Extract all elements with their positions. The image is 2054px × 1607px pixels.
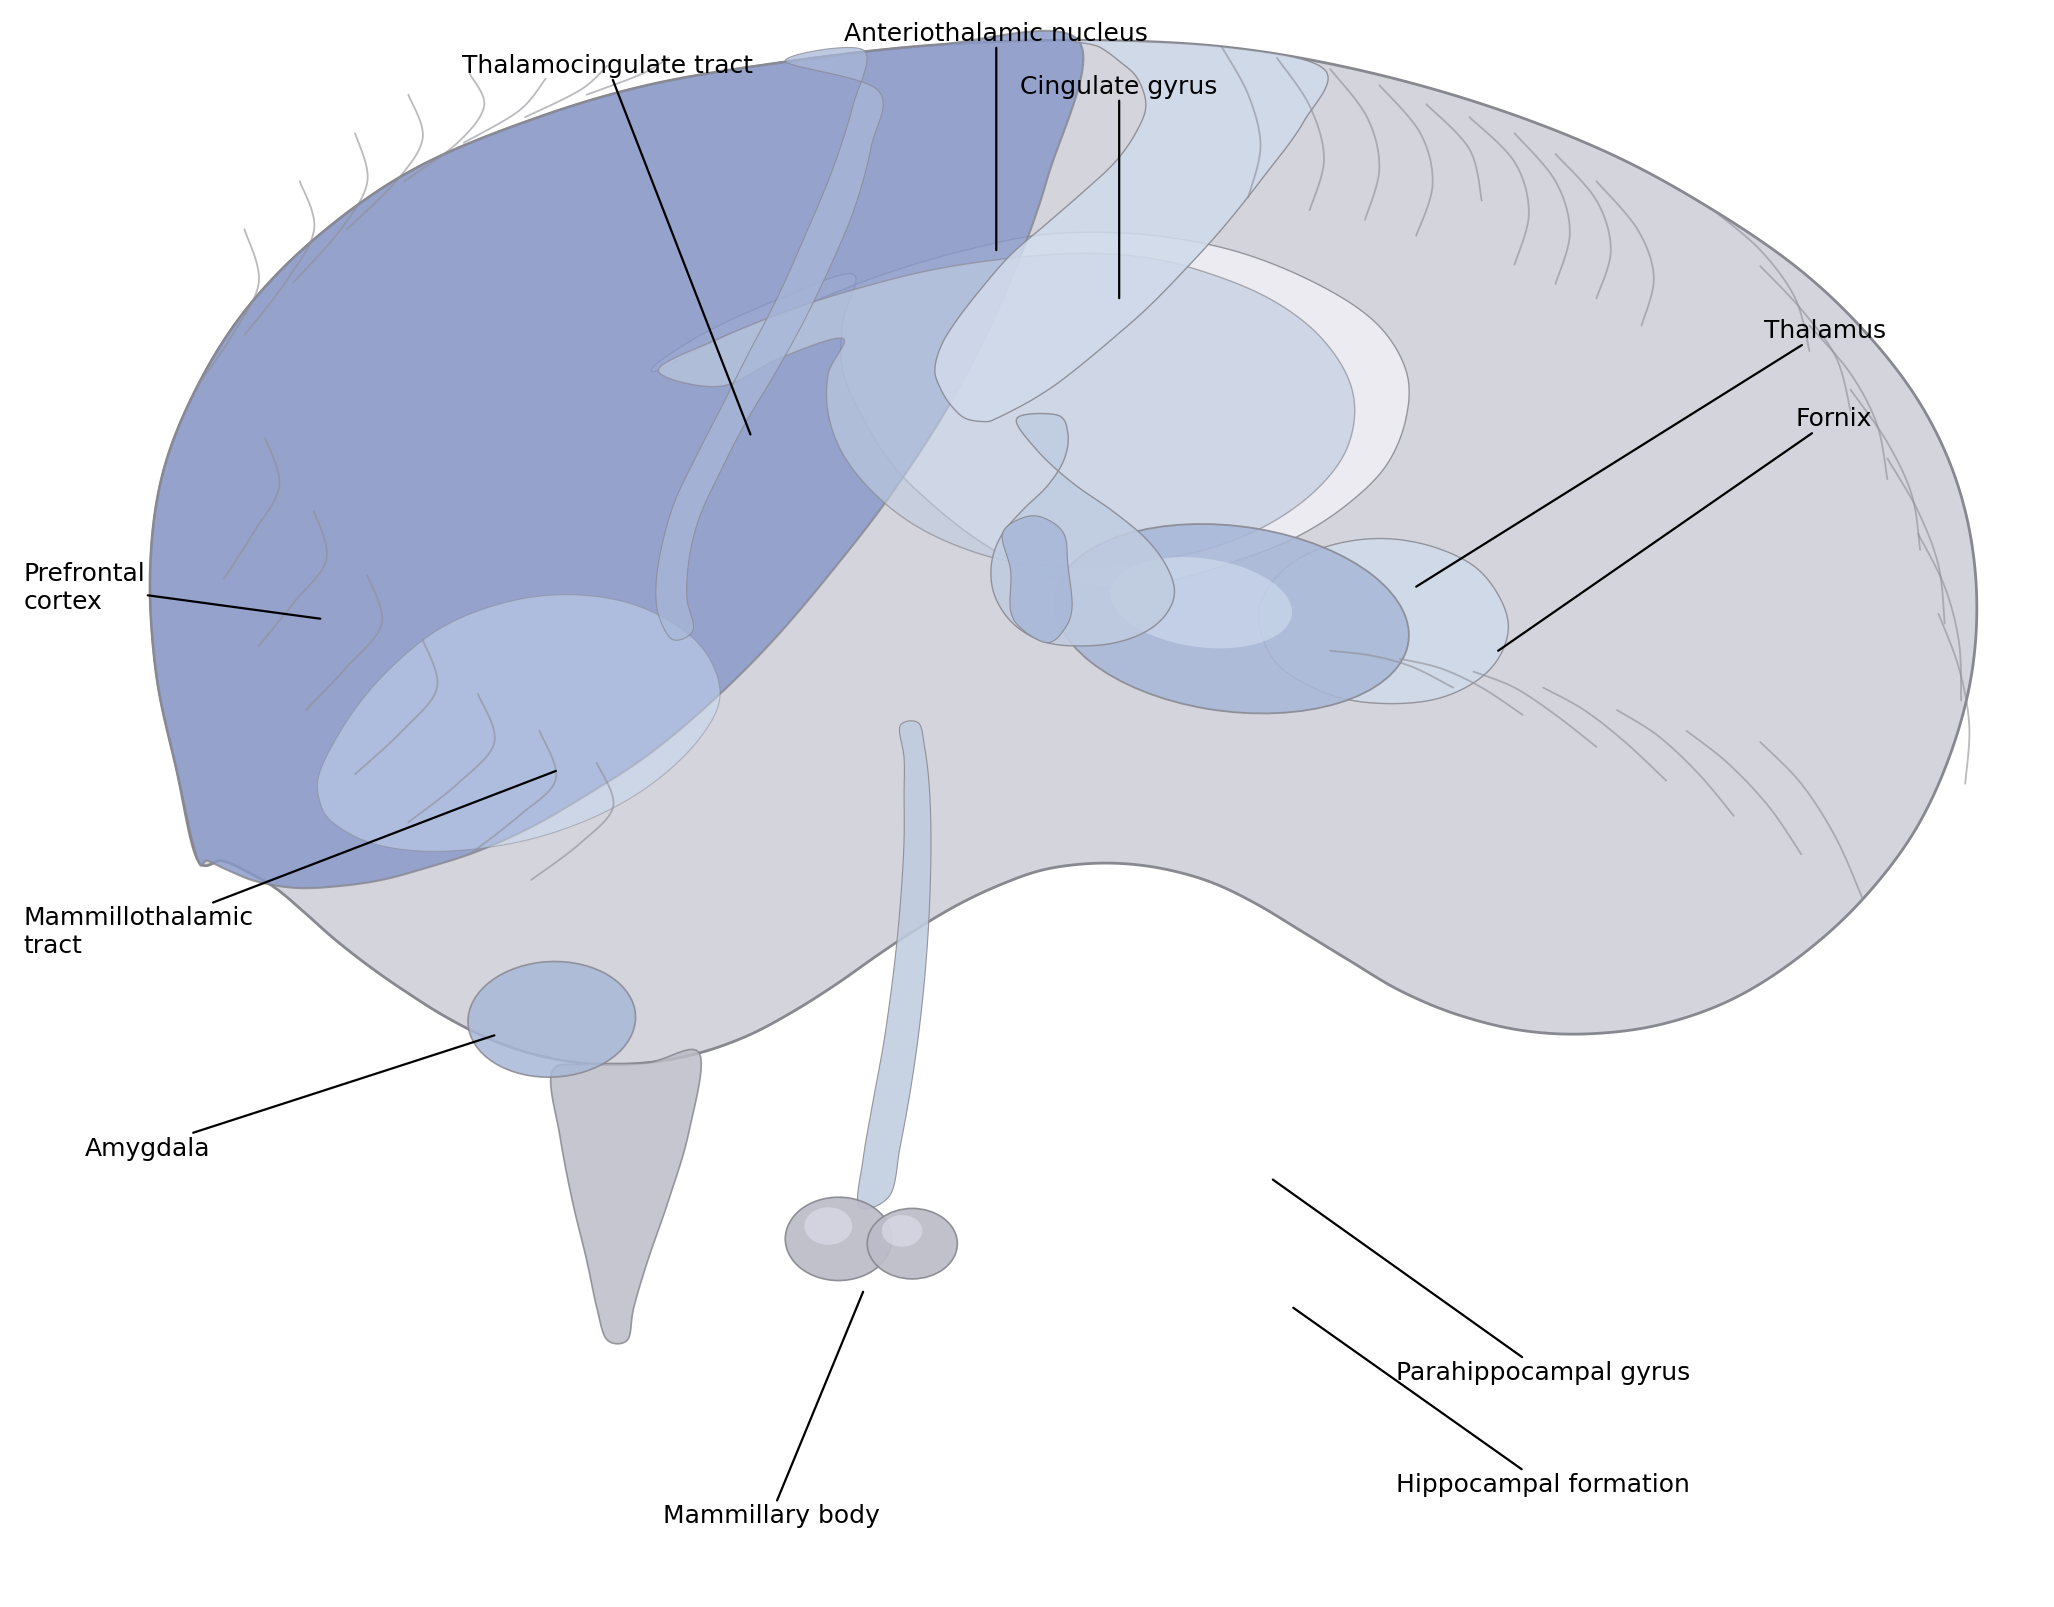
Polygon shape xyxy=(651,233,1409,588)
Circle shape xyxy=(805,1207,852,1245)
Text: Anteriothalamic nucleus: Anteriothalamic nucleus xyxy=(844,22,1148,251)
Polygon shape xyxy=(150,32,1082,889)
Polygon shape xyxy=(1002,516,1072,643)
Polygon shape xyxy=(655,48,883,641)
Polygon shape xyxy=(550,1049,700,1343)
Text: Parahippocampal gyrus: Parahippocampal gyrus xyxy=(1273,1180,1690,1384)
Ellipse shape xyxy=(468,963,635,1078)
Text: Amygdala: Amygdala xyxy=(84,1035,495,1160)
Text: Thalamus: Thalamus xyxy=(1415,320,1886,587)
Polygon shape xyxy=(318,595,721,852)
Polygon shape xyxy=(857,722,930,1208)
Text: Prefrontal
cortex: Prefrontal cortex xyxy=(23,561,320,619)
Polygon shape xyxy=(1259,540,1508,704)
Text: Cingulate gyrus: Cingulate gyrus xyxy=(1021,76,1218,299)
Text: Fornix: Fornix xyxy=(1497,407,1871,651)
Circle shape xyxy=(785,1197,891,1281)
Polygon shape xyxy=(150,42,1976,1065)
Polygon shape xyxy=(990,415,1175,646)
Circle shape xyxy=(867,1208,957,1279)
Text: Mammillary body: Mammillary body xyxy=(663,1292,879,1527)
Text: Thalamocingulate tract: Thalamocingulate tract xyxy=(462,55,752,435)
Ellipse shape xyxy=(1056,524,1409,714)
Ellipse shape xyxy=(1111,558,1292,649)
Polygon shape xyxy=(935,42,1329,423)
Text: Hippocampal formation: Hippocampal formation xyxy=(1294,1308,1690,1496)
Text: Mammillothalamic
tract: Mammillothalamic tract xyxy=(23,771,557,958)
Circle shape xyxy=(881,1215,922,1247)
Polygon shape xyxy=(657,254,1356,567)
